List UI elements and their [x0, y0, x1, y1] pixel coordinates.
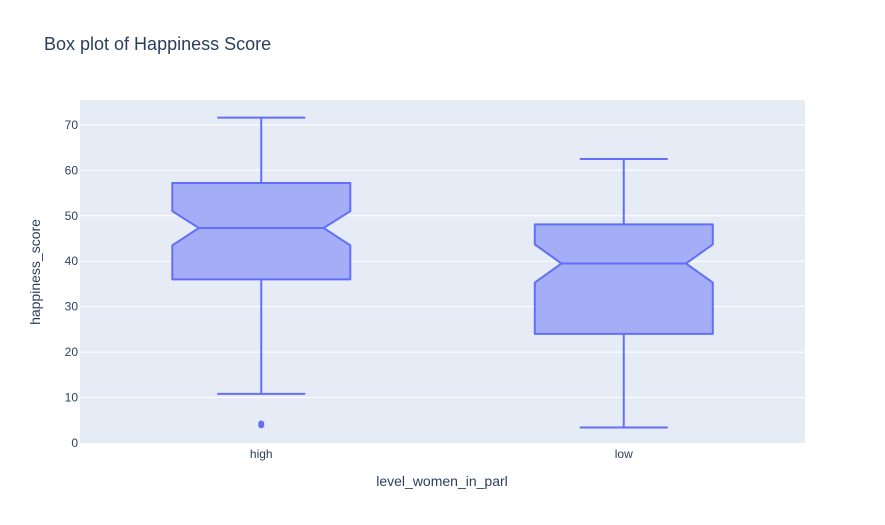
y-tick-label: 60 [65, 163, 79, 177]
box-high [171, 116, 352, 429]
y-tick-label: 70 [65, 118, 79, 132]
x-axis-ticks: high low [250, 447, 633, 461]
x-tick-label: low [615, 447, 633, 461]
y-axis-title: happiness_score [27, 219, 43, 325]
x-axis-title: level_women_in_parl [376, 473, 508, 489]
box-low [533, 157, 714, 429]
box-body [171, 182, 352, 281]
y-axis-ticks: 0 10 20 30 40 50 60 70 [65, 118, 79, 450]
y-tick-label: 0 [71, 436, 78, 450]
y-tick-label: 20 [65, 345, 79, 359]
y-tick-label: 50 [65, 209, 79, 223]
outlier-point [258, 420, 265, 427]
box-body [533, 223, 714, 335]
y-tick-label: 10 [65, 391, 79, 405]
x-tick-label: high [250, 447, 273, 461]
y-tick-label: 40 [65, 254, 79, 268]
chart-title: Box plot of Happiness Score [44, 34, 271, 54]
y-tick-label: 30 [65, 300, 79, 314]
boxes [171, 116, 714, 429]
